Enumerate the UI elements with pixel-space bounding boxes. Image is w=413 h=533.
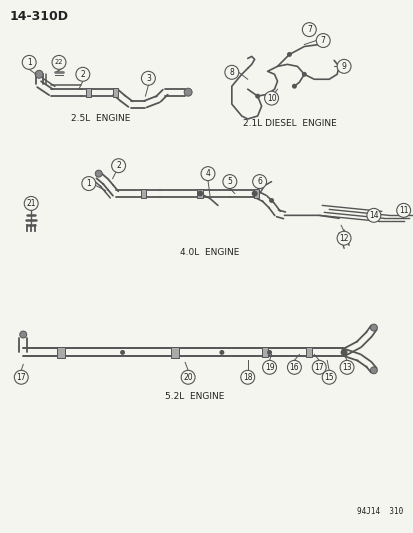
Circle shape	[82, 176, 95, 190]
Text: 11: 11	[398, 206, 408, 215]
Bar	[86, 88, 91, 96]
Text: 7: 7	[320, 36, 325, 45]
Text: 22: 22	[55, 59, 63, 66]
Circle shape	[286, 52, 291, 57]
Text: 2: 2	[80, 70, 85, 79]
Circle shape	[264, 91, 278, 105]
Circle shape	[268, 198, 273, 203]
Circle shape	[254, 94, 259, 99]
Circle shape	[291, 84, 296, 88]
Circle shape	[184, 88, 192, 96]
Bar	[57, 347, 65, 358]
Circle shape	[120, 350, 125, 355]
Circle shape	[396, 204, 410, 217]
Circle shape	[262, 360, 276, 374]
Bar	[171, 347, 179, 358]
Text: 20: 20	[183, 373, 192, 382]
Circle shape	[366, 208, 380, 222]
Circle shape	[222, 175, 236, 189]
Circle shape	[316, 34, 330, 47]
Text: 21: 21	[26, 199, 36, 208]
Circle shape	[95, 170, 102, 177]
Circle shape	[370, 367, 376, 374]
Circle shape	[336, 231, 350, 245]
Circle shape	[141, 71, 155, 85]
Circle shape	[340, 349, 347, 356]
Bar	[261, 348, 267, 358]
Text: 6: 6	[256, 177, 261, 186]
Text: 8: 8	[229, 68, 234, 77]
Text: 12: 12	[339, 233, 348, 243]
Text: 1: 1	[86, 179, 91, 188]
Bar	[306, 348, 311, 358]
Text: 7: 7	[306, 25, 311, 34]
Text: 2.5L  ENGINE: 2.5L ENGINE	[71, 114, 130, 123]
Circle shape	[301, 72, 306, 77]
Circle shape	[251, 190, 257, 197]
Circle shape	[311, 360, 325, 374]
Text: 16: 16	[289, 363, 299, 372]
Text: 2: 2	[116, 161, 121, 170]
Circle shape	[52, 55, 66, 69]
Circle shape	[24, 197, 38, 211]
Text: 94J14  310: 94J14 310	[356, 507, 403, 516]
Text: 5.2L  ENGINE: 5.2L ENGINE	[165, 392, 224, 401]
Circle shape	[35, 70, 43, 78]
Text: 4: 4	[205, 169, 210, 178]
Circle shape	[201, 167, 214, 181]
Bar	[254, 189, 259, 198]
Text: 15: 15	[323, 373, 333, 382]
Text: 5: 5	[227, 177, 232, 186]
Circle shape	[197, 190, 202, 197]
Text: 13: 13	[342, 363, 351, 372]
Text: 1: 1	[27, 58, 31, 67]
Text: 2.1L DIESEL  ENGINE: 2.1L DIESEL ENGINE	[242, 119, 335, 128]
Text: 9: 9	[341, 62, 346, 71]
Circle shape	[14, 370, 28, 384]
Text: 4.0L  ENGINE: 4.0L ENGINE	[180, 248, 239, 257]
Circle shape	[20, 331, 27, 338]
Bar	[140, 189, 145, 198]
Text: 18: 18	[242, 373, 252, 382]
Bar	[197, 189, 202, 198]
Circle shape	[301, 22, 316, 37]
Circle shape	[266, 350, 271, 355]
Text: 14: 14	[368, 211, 378, 220]
Text: 17: 17	[17, 373, 26, 382]
Circle shape	[336, 59, 350, 74]
Circle shape	[240, 370, 254, 384]
Text: 10: 10	[266, 94, 276, 103]
Circle shape	[252, 175, 266, 189]
Text: 19: 19	[264, 363, 274, 372]
Circle shape	[370, 324, 376, 331]
Circle shape	[76, 67, 90, 81]
Circle shape	[287, 360, 301, 374]
Text: 17: 17	[313, 363, 323, 372]
Circle shape	[112, 159, 125, 173]
Text: 3: 3	[146, 74, 150, 83]
Circle shape	[224, 66, 238, 79]
Circle shape	[219, 350, 224, 355]
Circle shape	[22, 55, 36, 69]
Circle shape	[181, 370, 195, 384]
Circle shape	[339, 360, 353, 374]
Circle shape	[321, 370, 335, 384]
Text: 14-310D: 14-310D	[9, 10, 68, 23]
Bar	[113, 88, 118, 96]
